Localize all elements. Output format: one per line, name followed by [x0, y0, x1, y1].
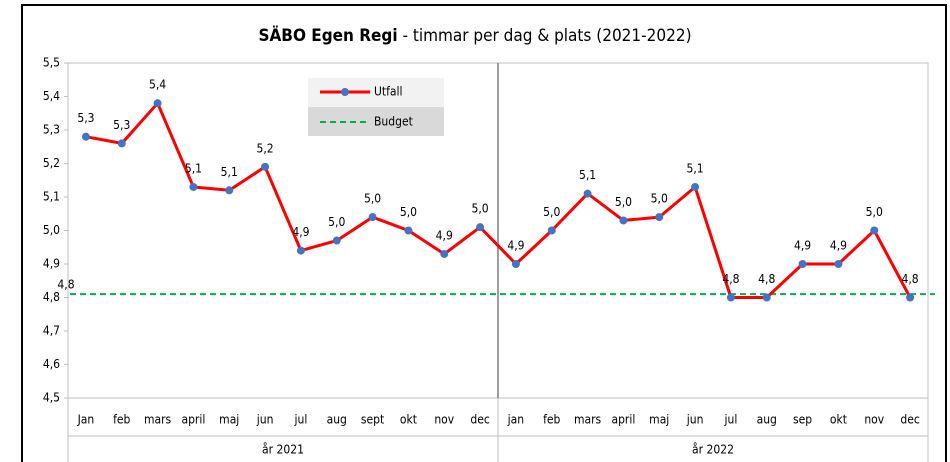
data-point: [225, 186, 234, 195]
data-label: 4,9: [794, 239, 811, 253]
x-tick-label: dec: [470, 413, 490, 427]
y-tick-label: 4,5: [43, 391, 60, 405]
data-label: 5,0: [364, 192, 381, 206]
y-tick-label: 5,2: [43, 156, 60, 170]
x-tick-label: april: [611, 413, 635, 427]
data-point: [153, 99, 162, 108]
data-label: 4,9: [436, 228, 453, 242]
x-tick-label: april: [181, 413, 205, 427]
data-point: [476, 223, 485, 232]
data-label: 5,0: [651, 192, 668, 206]
legend-label: Utfall: [374, 85, 403, 99]
data-point: [726, 293, 735, 302]
x-tick-label: jul: [293, 413, 307, 427]
x-tick-label: nov: [434, 413, 454, 427]
data-point: [332, 236, 341, 245]
chart-title: SÄBO Egen Regi: [258, 24, 397, 46]
data-point: [762, 293, 771, 302]
x-tick-label: feb: [113, 413, 130, 427]
data-point: [117, 139, 126, 148]
y-tick-label: 4,8: [43, 290, 60, 304]
data-label: 5,0: [615, 195, 632, 209]
data-label: 4,8: [758, 272, 775, 286]
x-tick-label: dec: [900, 413, 920, 427]
data-point: [870, 226, 879, 235]
x-tick-label: okt: [400, 413, 417, 427]
x-tick-label: jun: [686, 413, 704, 427]
x-tick-label: mars: [144, 413, 172, 427]
data-point: [547, 226, 556, 235]
x-tick-label: jul: [723, 413, 737, 427]
data-label: 5,1: [185, 161, 202, 175]
legend-marker: [341, 88, 349, 96]
group-label: år 2022: [692, 443, 734, 457]
data-label: 4,9: [292, 225, 309, 239]
data-point: [583, 189, 592, 198]
data-label: 5,0: [400, 205, 417, 219]
data-point: [619, 216, 628, 225]
y-tick-label: 5,1: [43, 190, 60, 204]
y-tick-label: 5,5: [43, 56, 60, 70]
data-label: 4,8: [722, 272, 739, 286]
y-tick-label: 5,4: [43, 89, 60, 103]
y-tick-label: 4,9: [43, 257, 60, 271]
y-tick-label: 4,7: [43, 324, 60, 338]
data-label: 5,3: [113, 118, 130, 132]
x-tick-label: nov: [864, 413, 884, 427]
x-tick-label: jun: [256, 413, 274, 427]
x-tick-label: aug: [327, 413, 347, 427]
data-point: [440, 249, 449, 258]
data-point: [511, 260, 520, 268]
data-label: 5,1: [686, 161, 703, 175]
data-point: [261, 162, 270, 171]
data-label: 5,0: [866, 205, 883, 219]
data-point: [655, 213, 664, 222]
data-label: 4,9: [507, 239, 524, 253]
data-label: 5,0: [471, 202, 488, 216]
data-label: 5,3: [77, 111, 94, 125]
data-point: [691, 182, 700, 191]
x-tick-label: maj: [219, 413, 239, 427]
y-tick-label: 5,0: [43, 223, 60, 237]
y-tick-label: 5,3: [43, 123, 60, 137]
y-tick-label: 4,6: [43, 357, 60, 371]
group-label: år 2021: [262, 443, 304, 457]
chart-title-group: SÄBO Egen Regi - timmar per dag & plats …: [258, 24, 691, 46]
chart-frame: [21, 4, 947, 462]
x-tick-label: okt: [830, 413, 847, 427]
data-point: [368, 213, 377, 222]
x-tick-label: sept: [361, 413, 384, 427]
x-tick-label: feb: [543, 413, 560, 427]
data-label: 4,8: [901, 272, 918, 286]
data-point: [81, 132, 90, 141]
series-line: [85, 101, 912, 299]
budget-label: 4,8: [57, 278, 74, 292]
x-tick-label: maj: [649, 413, 669, 427]
data-label: 5,2: [256, 141, 273, 155]
data-point: [834, 260, 843, 268]
data-label: 5,1: [221, 165, 238, 179]
data-point: [798, 260, 807, 268]
legend-label: Budget: [374, 115, 413, 129]
x-tick-label: Jan: [77, 413, 95, 427]
data-label: 5,0: [543, 205, 560, 219]
chart-subtitle: - timmar per dag & plats (2021-2022): [402, 26, 691, 46]
data-point: [189, 182, 198, 191]
data-label: 5,4: [149, 78, 166, 92]
data-point: [404, 226, 413, 235]
x-tick-label: mars: [574, 413, 602, 427]
data-label: 5,0: [328, 215, 345, 229]
data-point: [906, 293, 915, 302]
x-tick-label: aug: [757, 413, 777, 427]
data-label: 4,9: [830, 239, 847, 253]
data-label: 5,1: [579, 168, 596, 182]
x-tick-label: jan: [507, 413, 524, 427]
data-point: [296, 246, 305, 255]
x-tick-label: sep: [793, 413, 812, 427]
